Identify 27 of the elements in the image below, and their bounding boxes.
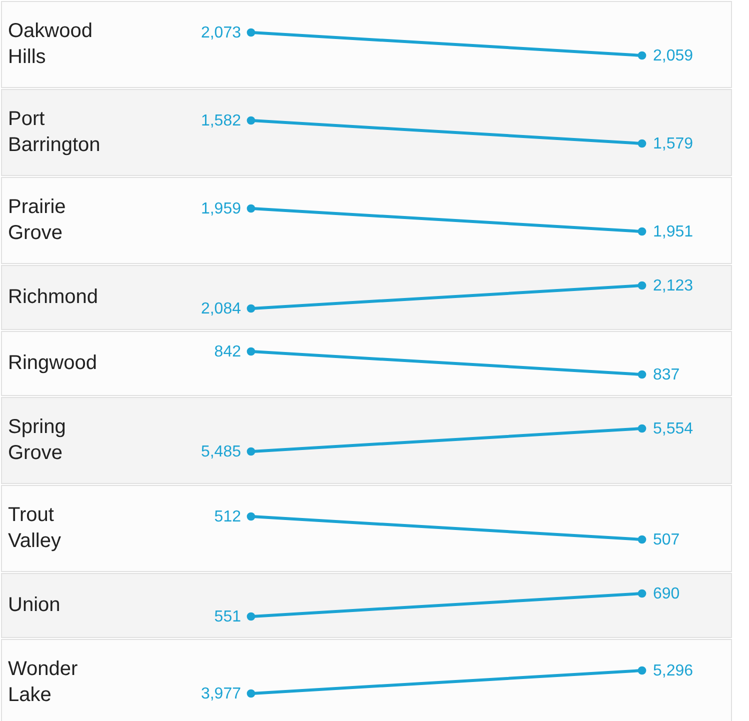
chart-title: Prairie Grove [8,196,66,244]
chart-title: Union [8,594,60,616]
data-label: 551 [214,608,242,626]
data-label: 3,977 [200,686,242,702]
data-label: 1,579 [653,136,694,152]
chart-title: Wonder Lake [8,658,78,706]
chart-title: Ringwood [8,352,97,374]
data-label: 5,296 [653,662,694,680]
data-label: 2,123 [653,278,694,294]
data-label: 1,959 [200,200,242,218]
data-label: 2,073 [200,24,242,42]
data-label: 5,485 [200,444,242,460]
data-label: 2,059 [653,48,694,64]
data-label: 5,554 [653,420,694,438]
chart-title: Trout Valley [8,504,61,552]
chart-title: Port Barrington [8,108,100,156]
chart-title: Oakwood Hills [8,20,92,68]
data-label: 507 [653,532,680,548]
chart-title: Spring Grove [8,416,66,464]
data-label: 690 [653,586,680,602]
data-label: 837 [653,366,680,384]
data-label: 842 [214,344,242,360]
data-label: 1,951 [653,224,694,240]
data-label: 512 [214,508,242,526]
data-label: 1,582 [200,112,242,130]
data-label: 2,084 [200,300,242,318]
chart-title: Richmond [8,286,98,308]
